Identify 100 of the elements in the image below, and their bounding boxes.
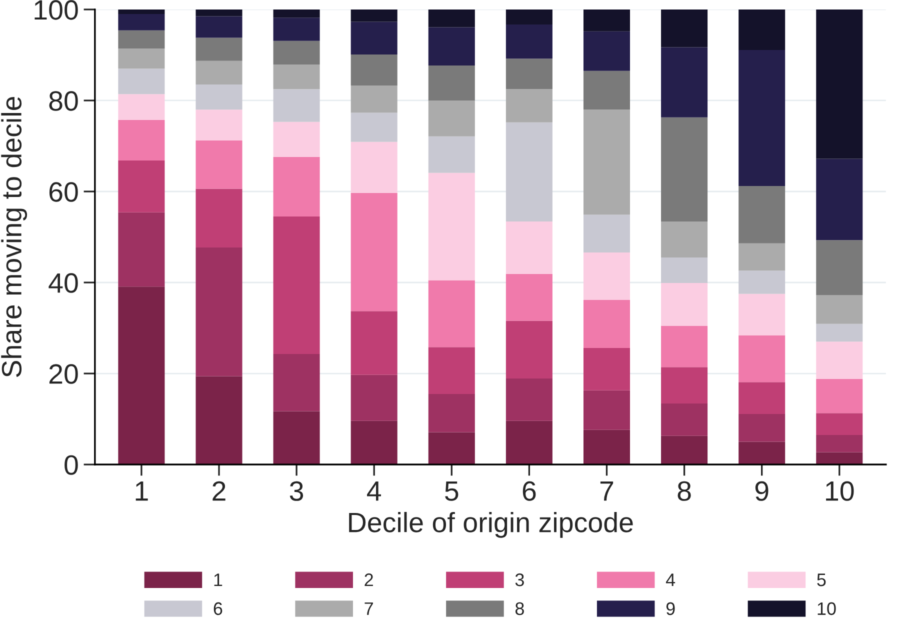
bar: [273, 18, 320, 41]
bar: [738, 382, 786, 414]
bar: [506, 274, 552, 321]
legend-label: 10: [818, 602, 836, 616]
bar: [506, 222, 552, 274]
bar: [816, 240, 863, 296]
legend-label: 4: [666, 574, 676, 586]
bar: [196, 188, 242, 248]
bar: [196, 38, 242, 61]
bar: [350, 374, 398, 421]
bar: [816, 378, 863, 414]
bar: [738, 9, 786, 50]
bar: [428, 136, 475, 173]
bar: [428, 65, 475, 100]
y-tick-label: 20: [49, 364, 78, 384]
bar: [738, 335, 786, 382]
y-tick-label: 80: [49, 91, 78, 111]
bar: [428, 347, 475, 394]
y-tick-label: 100: [34, 0, 78, 20]
bar: [428, 172, 475, 280]
bar: [118, 120, 165, 161]
bar: [428, 432, 475, 465]
bar: [816, 413, 863, 435]
bar: [350, 311, 398, 375]
bar: [428, 27, 475, 66]
x-tick-label: 3: [290, 481, 304, 501]
bar: [118, 68, 165, 94]
legend-label: 9: [666, 602, 675, 616]
legend-label: 8: [515, 602, 524, 616]
bar: [350, 85, 398, 113]
bar: [350, 420, 398, 465]
bar: [661, 282, 708, 326]
bar: [661, 436, 708, 465]
bar: [583, 9, 630, 32]
bar: [816, 295, 863, 324]
y-axis-title: Share moving to decile: [1, 96, 28, 378]
bar: [583, 70, 630, 110]
y-tick-label: 60: [49, 182, 78, 202]
legend-label: 7: [364, 602, 373, 615]
bar: [816, 434, 863, 452]
bar: [661, 47, 708, 118]
bar: [196, 60, 242, 85]
bar: [273, 64, 320, 90]
bar: [738, 294, 786, 336]
bar: [583, 300, 630, 348]
bar: [583, 214, 630, 252]
bar: [506, 24, 552, 59]
bar: [583, 430, 630, 465]
bar: [738, 186, 786, 244]
bar: [583, 31, 630, 71]
y-tick-label: 0: [64, 455, 78, 475]
bar: [196, 247, 242, 376]
x-tick-label: 8: [678, 481, 691, 501]
bar: [118, 212, 165, 287]
bar: [273, 122, 320, 157]
bar: [273, 411, 320, 465]
bar: [273, 9, 320, 18]
bar: [661, 9, 708, 48]
legend-label: 6: [214, 602, 222, 616]
bar: [506, 9, 552, 24]
x-tick-label: 10: [826, 481, 854, 501]
bar: [506, 122, 552, 222]
bar: [118, 9, 165, 14]
x-tick-label: 9: [755, 481, 768, 501]
bar: [118, 160, 165, 212]
x-tick-label: 5: [445, 482, 458, 501]
bar: [738, 414, 786, 442]
bar: [738, 243, 786, 271]
bar: [118, 48, 165, 69]
bar: [273, 216, 320, 354]
x-tick-label: 7: [600, 482, 614, 501]
bar: [273, 89, 320, 122]
bar: [661, 326, 708, 368]
x-tick-label: 2: [212, 481, 226, 501]
bar: [661, 222, 708, 258]
bar: [196, 84, 242, 110]
bar: [738, 270, 786, 294]
bar: [350, 54, 398, 86]
x-tick-label: 4: [367, 482, 382, 501]
bar: [428, 9, 475, 28]
bar: [661, 367, 708, 404]
bar: [816, 9, 863, 159]
bar: [350, 22, 398, 55]
bar: [428, 394, 475, 432]
bar: [196, 16, 242, 38]
bar: [350, 112, 398, 142]
bar: [816, 158, 863, 240]
bar: [583, 390, 630, 430]
bar: [816, 452, 863, 465]
bar: [118, 30, 165, 49]
bar: [506, 378, 552, 421]
bar: [583, 348, 630, 390]
bar: [273, 40, 320, 65]
bar: [738, 50, 786, 186]
legend-label: 2: [364, 573, 373, 586]
bar: [506, 89, 552, 122]
bar: [506, 420, 552, 465]
bar: [118, 14, 165, 30]
bar: [506, 320, 552, 379]
legend-label: 1: [214, 574, 222, 586]
